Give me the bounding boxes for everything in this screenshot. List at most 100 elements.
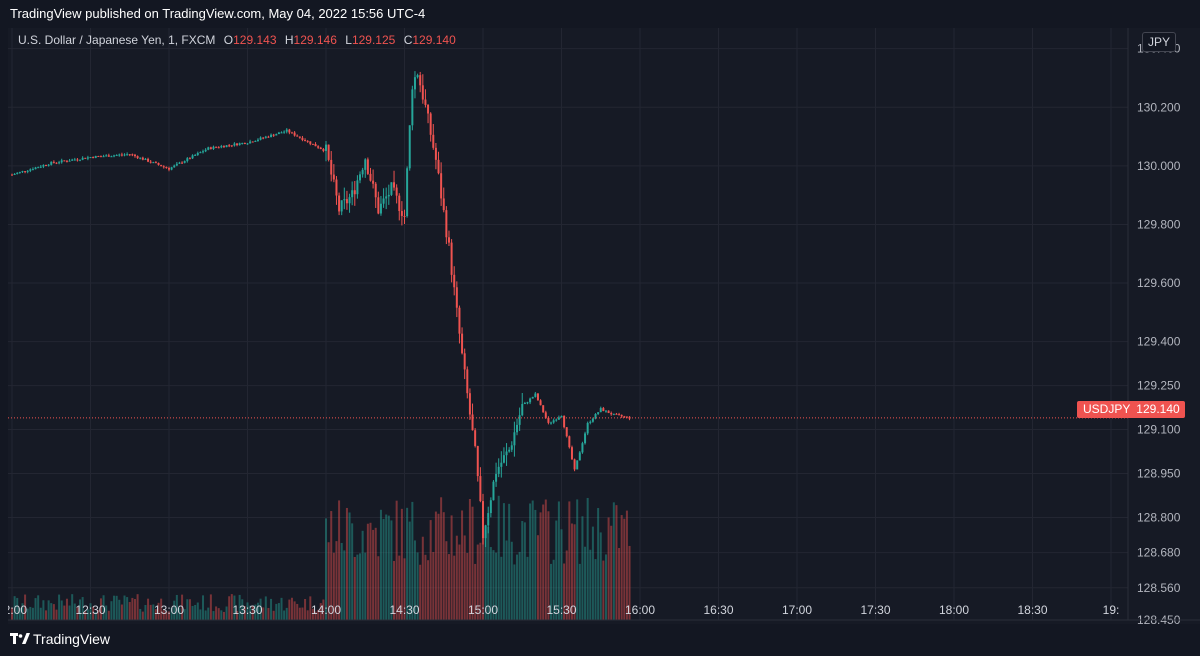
volume-bar [531,500,534,620]
volume-bar [327,542,330,620]
candle-body [518,415,521,425]
grid [8,28,1128,621]
candle-body [105,155,108,157]
candle-body [610,413,613,415]
volume-bar [455,535,458,620]
volume-bar [243,606,246,620]
candle-body [466,369,469,394]
volume-bar [222,611,225,620]
volume-bar [113,595,116,620]
volume-bar [338,500,341,620]
candle-body [133,154,136,157]
candle-body [416,75,419,78]
volume-bar [576,499,579,620]
candle-body [542,405,545,413]
volume-bar [262,607,265,620]
candle-body [280,132,283,134]
candle-body [322,149,325,151]
candle-body [432,134,435,148]
candle-body [440,173,443,199]
candle-body [529,398,532,403]
volume-bar [526,556,529,620]
candle-body [356,180,359,195]
candle-body [76,159,79,161]
volume-bar [589,549,592,620]
plot-background [8,28,1200,624]
candle-body [500,462,503,467]
price-chart[interactable]: 130.400130.200130.000129.800129.600129.4… [8,28,1200,624]
candle-body [437,159,440,174]
candle-body [123,154,126,156]
volume-bar [246,602,249,620]
volume-bar [413,540,416,620]
candle-body [547,417,550,423]
last-price-tag: 129.140 [1131,401,1185,418]
volume-bar [353,556,356,620]
candle-body [157,162,160,165]
candle-body [144,158,147,160]
candle-body [599,408,602,413]
candle-body [31,169,34,171]
volume-bar [170,607,173,620]
candle-body [251,141,254,143]
volume-bar [175,594,178,620]
candle-body [552,420,555,423]
tradingview-logo-icon[interactable] [10,632,30,649]
candle-body [118,154,121,156]
candle-body [34,167,37,170]
volume-bar [168,611,170,620]
volume-bar [625,510,628,620]
candle-body [147,158,150,162]
chart-area[interactable]: 130.400130.200130.000129.800129.600129.4… [8,28,1200,624]
candle-body [165,166,168,169]
candle-body [450,242,453,275]
currency-button[interactable]: JPY [1142,32,1176,52]
volume-bar [620,515,623,620]
chart-legend: U.S. Dollar / Japanese Yen, 1, FXCM O129… [18,33,456,47]
candle-body [136,156,139,159]
volume-bar [591,526,594,620]
candle-body [550,422,553,424]
volume-bar [319,603,322,620]
candle-body [264,136,267,138]
volume-bar [199,609,202,620]
volume-bar [416,552,419,620]
volume-bar [107,610,110,620]
candle-body [563,415,566,428]
price-tick-label: 128.560 [1137,581,1181,595]
candle-body [42,165,45,167]
candle-body [120,154,123,156]
candle-body [521,404,524,416]
volume-bar [194,604,197,620]
volume-bar [236,610,239,620]
volume-bar [126,597,129,620]
footer-brand[interactable]: TradingView [33,631,111,647]
candle-body [259,137,262,140]
candle-body [168,168,170,170]
volume-bar [500,556,503,620]
volume-bar [217,608,220,620]
candle-body [141,157,144,160]
candle-body [578,452,581,461]
volume-bar [523,522,526,620]
candle-body [369,173,372,181]
volume-bar [453,555,456,620]
volume-bar [288,599,291,620]
volume-bar [534,509,537,620]
candle-body [50,161,53,165]
candle-body [58,162,61,164]
candle-body [288,129,291,133]
volume-bar [238,594,241,620]
volume-bar [618,547,621,620]
time-tick-label: 16:30 [703,603,733,617]
volume-bar [547,511,550,620]
legend-high-value: 129.146 [293,33,337,47]
volume-bar [594,559,597,620]
volume-bar [479,542,482,620]
volume-bar [322,599,325,620]
volume-bar [610,525,613,620]
volume-bar [42,600,45,620]
candle-body [429,113,432,135]
volume-bar [369,522,372,620]
candle-body [60,160,63,163]
